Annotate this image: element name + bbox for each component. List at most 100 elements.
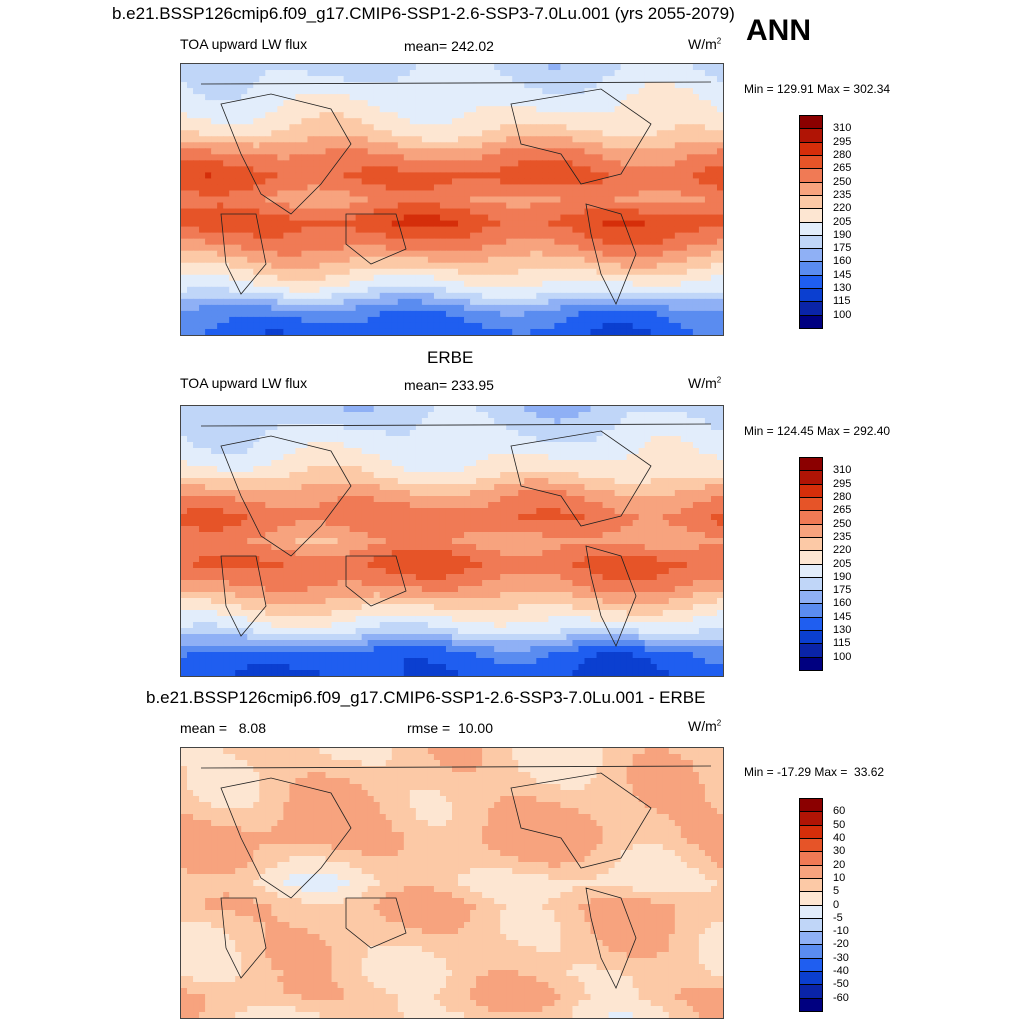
map-cell	[692, 160, 700, 167]
map-cell	[373, 196, 381, 204]
map-cell	[488, 250, 495, 258]
map-cell	[524, 82, 531, 89]
map-cell	[656, 274, 664, 282]
map-cell	[512, 148, 519, 155]
map-cell	[476, 112, 483, 119]
map-cell	[409, 292, 417, 300]
map-cell	[716, 328, 723, 335]
map-cell	[506, 328, 513, 335]
map-cell	[259, 130, 266, 137]
map-cell	[500, 118, 507, 125]
map-cell	[596, 226, 604, 234]
map-cell	[542, 64, 549, 71]
map-cell	[379, 136, 387, 143]
map-cell	[608, 232, 616, 240]
map-cell	[211, 82, 218, 89]
map-cell	[662, 310, 670, 318]
map-cell	[445, 250, 453, 258]
map-cell	[656, 298, 664, 306]
map-cell	[409, 322, 417, 330]
map-cell	[710, 256, 718, 264]
map-cell	[337, 436, 345, 443]
map-cell	[518, 424, 525, 431]
map-cell	[187, 436, 194, 443]
map-cell	[698, 304, 706, 312]
map-cell	[199, 310, 206, 318]
map-cell	[590, 94, 598, 101]
map-cell	[554, 310, 561, 318]
map-cell	[458, 436, 465, 443]
map-cell	[494, 172, 501, 180]
map-cell	[181, 166, 188, 173]
map-cell	[686, 232, 694, 240]
map-cell	[530, 214, 537, 222]
map-cell	[289, 220, 297, 228]
map-cell	[482, 118, 489, 125]
map-cell	[367, 184, 375, 192]
map-cell	[458, 322, 465, 330]
map-cell	[494, 286, 501, 294]
map-cell	[415, 226, 423, 234]
map-cell	[596, 280, 604, 288]
map-cell	[409, 220, 417, 228]
map-cell	[439, 82, 447, 89]
map-cell	[235, 418, 242, 425]
map-cell	[313, 172, 321, 180]
map-cell	[650, 460, 658, 467]
map-cell	[367, 82, 375, 89]
map-cell	[295, 232, 303, 240]
map-cell	[584, 418, 592, 425]
map-cell	[253, 430, 260, 437]
map-cell	[638, 154, 646, 161]
map-cell	[277, 448, 284, 455]
map-cell	[439, 328, 447, 335]
map-cell	[235, 436, 242, 443]
map-cell	[325, 142, 333, 149]
map-cell	[638, 172, 646, 180]
map-cell	[518, 268, 525, 276]
map-cell	[301, 148, 309, 155]
map-cell	[289, 292, 297, 300]
map-cell	[313, 112, 321, 119]
map-cell	[668, 280, 676, 288]
map-cell	[602, 262, 610, 270]
map-cell	[476, 244, 483, 252]
map-cell	[283, 166, 290, 173]
map-cell	[506, 64, 513, 71]
map-cell	[427, 412, 435, 419]
map-cell	[512, 412, 519, 419]
map-cell	[283, 256, 290, 264]
map-cell	[452, 238, 459, 246]
map-cell	[247, 298, 254, 306]
map-cell	[608, 82, 616, 89]
map-cell	[476, 406, 483, 413]
map-cell	[241, 262, 248, 270]
map-cell	[187, 70, 194, 77]
map-cell	[439, 430, 447, 437]
map-cell	[295, 148, 303, 155]
map-cell	[584, 454, 592, 461]
map-cell	[608, 136, 616, 143]
map-cell	[373, 112, 381, 119]
map-cell	[452, 442, 459, 449]
map-cell	[692, 130, 700, 137]
map-cell	[656, 76, 664, 83]
map-cell	[566, 328, 574, 335]
map-cell	[265, 64, 272, 71]
map-cell	[674, 232, 682, 240]
map-cell	[289, 460, 297, 467]
map-cell	[482, 94, 489, 101]
map-cell	[650, 454, 658, 461]
map-cell	[554, 274, 561, 282]
map-cell	[421, 208, 429, 216]
map-cell	[373, 250, 381, 258]
panel-obs-variable: TOA upward LW flux	[180, 375, 308, 391]
map-cell	[608, 202, 616, 210]
map-cell	[199, 418, 206, 425]
map-cell	[445, 406, 453, 413]
map-cell	[638, 196, 646, 204]
map-cell	[325, 178, 333, 186]
map-cell	[271, 172, 278, 180]
map-cell	[289, 244, 297, 252]
map-cell	[608, 106, 616, 113]
